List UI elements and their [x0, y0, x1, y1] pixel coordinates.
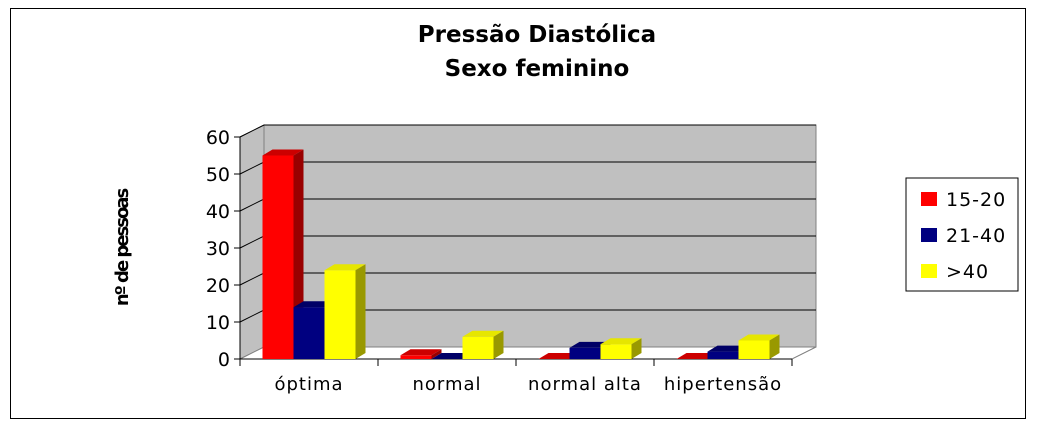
- bar-top: [293, 301, 335, 308]
- y-axis-label: nº de pessoas: [112, 189, 133, 307]
- bar-front: [738, 340, 770, 359]
- chart-title: Pressão Diastólica: [418, 22, 656, 48]
- y-tick-label: 60: [206, 127, 230, 149]
- bar-top: [462, 330, 504, 337]
- bar: [324, 264, 366, 359]
- bar-front: [324, 270, 356, 359]
- x-tick-label: hipertensão: [664, 374, 782, 395]
- bar-front: [262, 155, 294, 359]
- chart-subtitle: Sexo feminino: [445, 56, 630, 82]
- x-tick-label: normal: [412, 374, 481, 395]
- legend-label: 15-20: [946, 189, 1006, 211]
- bar-top: [538, 353, 580, 359]
- bar-top: [707, 345, 749, 352]
- bar: [600, 338, 642, 359]
- bar-front: [462, 336, 494, 359]
- bar: [462, 330, 504, 359]
- bar-side: [769, 334, 780, 359]
- bar-top: [676, 353, 718, 359]
- y-tick-label: 20: [206, 275, 230, 297]
- y-tick-label: 50: [206, 164, 230, 186]
- legend-swatch: [921, 228, 937, 242]
- bar-top: [738, 334, 780, 341]
- bar: [676, 353, 718, 359]
- bar-front: [400, 355, 432, 359]
- gridline: [239, 124, 816, 138]
- bar-top: [262, 149, 304, 156]
- legend-swatch: [921, 264, 937, 278]
- bars: [262, 149, 780, 359]
- legend-swatch: [921, 192, 937, 206]
- bar-top: [569, 341, 611, 348]
- y-tick-label: 40: [206, 201, 230, 223]
- bar-top: [431, 353, 473, 359]
- bar-side: [355, 264, 366, 359]
- y-tick-label: 30: [206, 238, 230, 260]
- bar: [538, 353, 580, 359]
- chart-frame: [10, 8, 1026, 419]
- bar-front: [600, 344, 632, 359]
- bar-side: [493, 330, 504, 359]
- bar-top: [324, 264, 366, 271]
- bar: [400, 349, 442, 359]
- x-tick-label: normal alta: [528, 374, 642, 395]
- bar-side: [431, 349, 442, 359]
- bar-front: [707, 351, 739, 359]
- y-tick-label: 0: [218, 349, 230, 371]
- axes: 0 10 20 30 40 50 60 óptima normal normal alta hipe…: [206, 127, 793, 395]
- bar-front: [293, 307, 325, 359]
- y-tick-label: 10: [206, 312, 230, 334]
- legend-label: >40: [946, 261, 989, 283]
- bar-top: [400, 349, 442, 356]
- bar-side: [631, 338, 642, 359]
- bar: [738, 334, 780, 359]
- legend: 15-20 21-40 >40: [905, 177, 1019, 292]
- legend-label: 21-40: [946, 225, 1006, 247]
- bar: [431, 353, 473, 359]
- x-tick-label: óptima: [274, 374, 343, 395]
- bar-top: [600, 338, 642, 345]
- bar-front: [569, 347, 601, 359]
